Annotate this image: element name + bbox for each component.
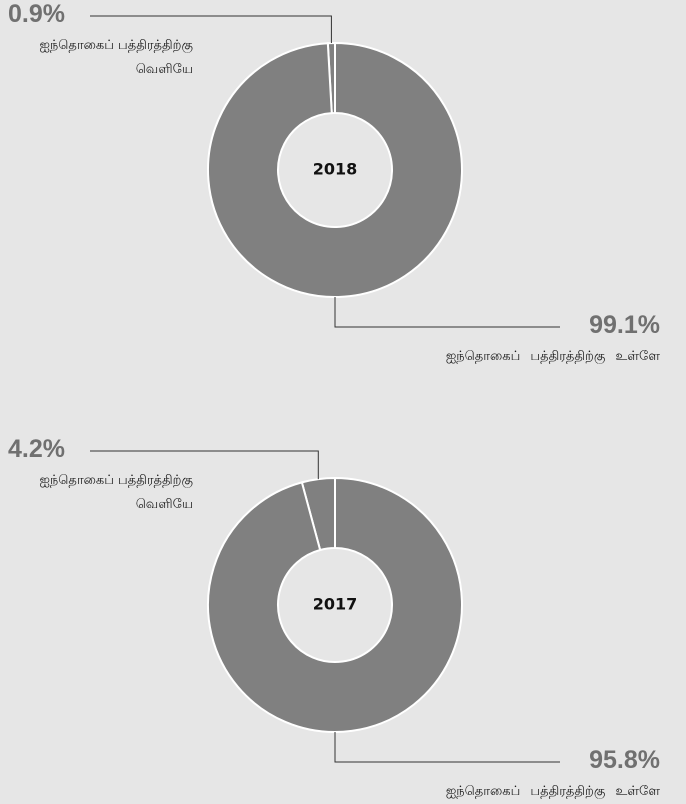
leader-line — [90, 450, 319, 480]
category-label: ஐந்தொகைப் பத்திரத்திற்கு உள்ளே — [445, 784, 660, 799]
leader-line — [334, 297, 560, 328]
center-label: 2018 — [313, 160, 358, 179]
value-label: 4.2% — [8, 435, 65, 463]
donut-slice — [207, 41, 463, 298]
donut-slice — [207, 476, 463, 733]
center-label: 2017 — [313, 595, 358, 614]
value-label: 99.1% — [589, 311, 660, 339]
category-label: ஐந்தொகைப் பத்திரத்திற்கு வெளியே — [39, 38, 193, 77]
value-label: 0.9% — [8, 0, 65, 28]
value-label: 95.8% — [589, 746, 660, 774]
leader-line — [334, 732, 560, 763]
category-label: ஐந்தொகைப் பத்திரத்திற்கு உள்ளே — [445, 349, 660, 364]
category-label: ஐந்தொகைப் பத்திரத்திற்கு வெளியே — [39, 473, 193, 512]
leader-line — [90, 15, 332, 44]
